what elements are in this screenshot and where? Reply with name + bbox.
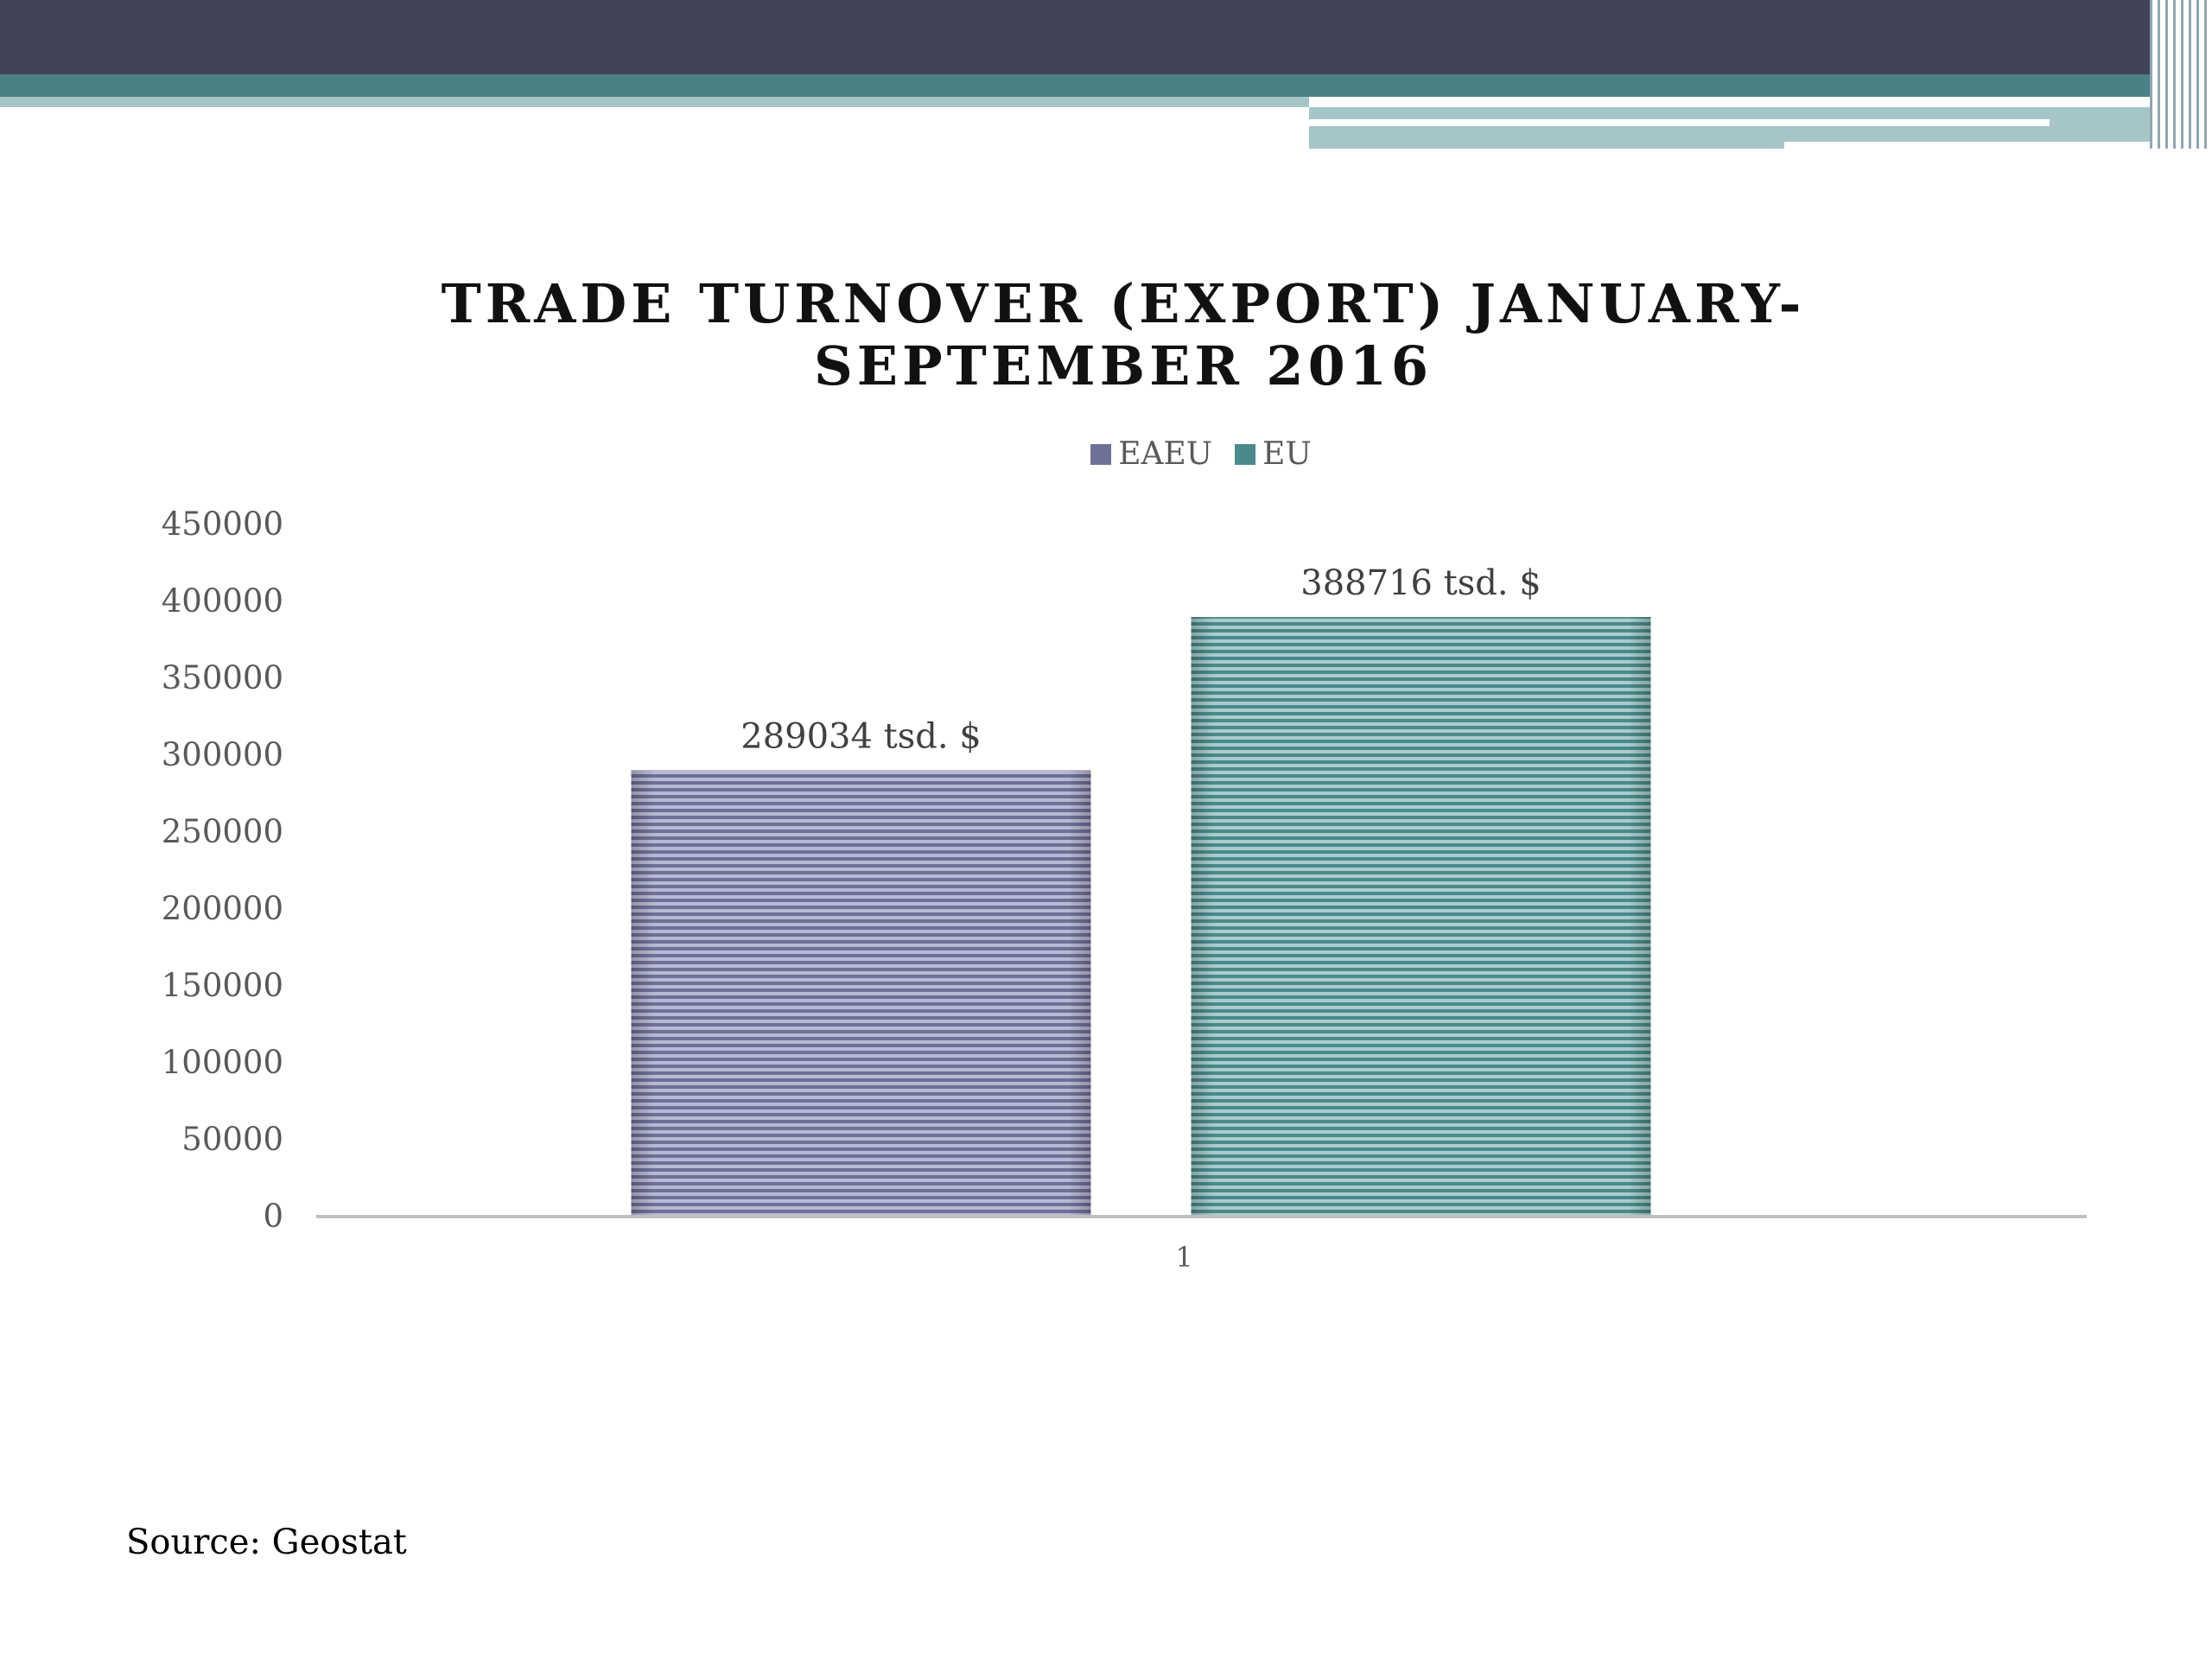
legend-swatch-eu [1235, 443, 1256, 465]
legend-item-eu: EU [1235, 436, 1312, 472]
chart-title-line-1: TRADE TURNOVER (EXPORT) JANUARY- [441, 272, 1806, 335]
y-tick-label: 400000 [162, 582, 283, 620]
y-tick-label: 250000 [162, 813, 283, 850]
y-tick-label: 350000 [162, 659, 283, 696]
y-tick-label: 300000 [162, 736, 283, 773]
legend-label-eu: EU [1262, 436, 1312, 472]
y-tick-label: 450000 [162, 505, 283, 543]
y-tick-label: 0 [263, 1198, 283, 1235]
chart-title: TRADE TURNOVER (EXPORT) JANUARY- SEPTEMB… [0, 273, 2212, 397]
data-label-eaeu: 289034 tsd. $ [741, 717, 982, 757]
header-dark-band [0, 0, 2212, 74]
y-tick-label: 200000 [162, 890, 283, 927]
bar-shade-eu [1191, 617, 1651, 1215]
header-light-band-left [0, 97, 1309, 107]
header-white-stripe-lower [1784, 142, 2173, 149]
y-tick-label: 50000 [181, 1121, 283, 1158]
legend-swatch-eaeu [1090, 443, 1112, 465]
source-note: Source: Geostat [126, 1522, 407, 1562]
bar-shade-eaeu [631, 770, 1091, 1215]
y-tick-label: 100000 [162, 1044, 283, 1081]
header-teal-band [0, 74, 2212, 97]
legend-label-eaeu: EAEU [1118, 436, 1213, 472]
legend-item-eaeu: EAEU [1090, 436, 1212, 472]
x-tick-label: 1 [1175, 1241, 1192, 1274]
data-label-eu: 388716 tsd. $ [1300, 563, 1541, 603]
header-edge-stripes [2150, 0, 2212, 149]
header-white-stripe [1309, 119, 2050, 126]
y-tick-label: 150000 [162, 967, 283, 1004]
chart-legend: EAEU EU [0, 436, 2212, 472]
chart-title-line-2: SEPTEMBER 2016 [813, 334, 1433, 397]
